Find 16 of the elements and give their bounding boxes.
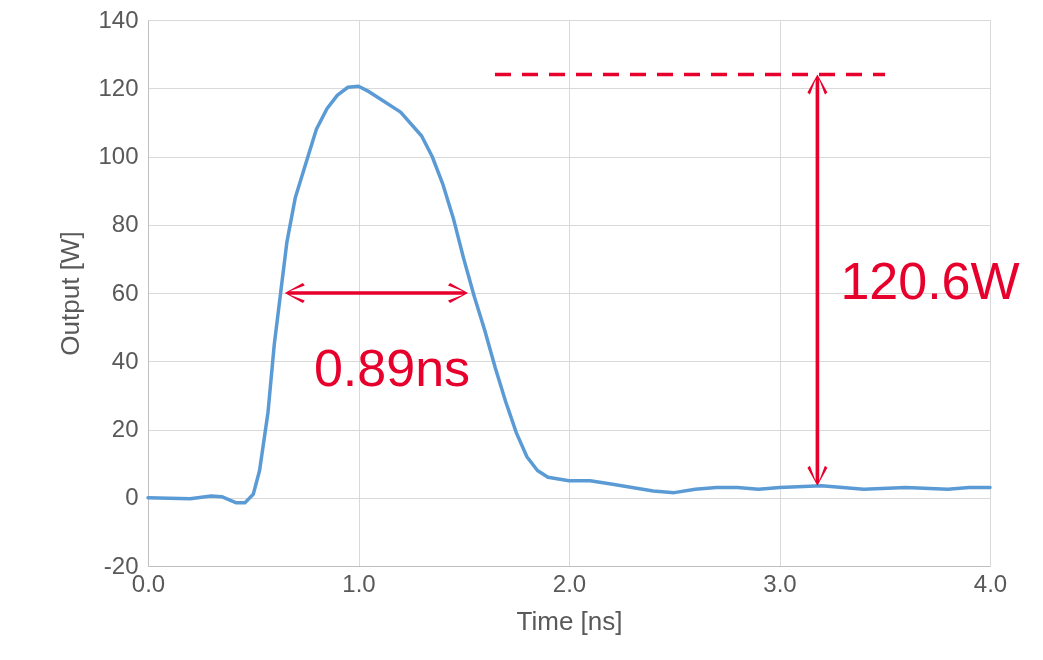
x-tick-label: 3.0 [763, 569, 797, 597]
y-tick-label: 20 [111, 415, 139, 442]
y-tick-label: 40 [111, 346, 139, 374]
y-tick-label: 60 [111, 278, 139, 306]
annotation: 120.6W [840, 252, 1020, 310]
y-axis-title: Output [W] [55, 231, 86, 356]
x-tick-label: 2.0 [552, 569, 587, 597]
y-tick-label: 120 [98, 73, 139, 101]
annotation: 0.89ns [313, 339, 471, 397]
x-tick-label: 4.0 [973, 569, 1008, 597]
x-tick-label: 1.0 [342, 569, 376, 597]
x-axis-title: Time [ns] [516, 605, 623, 636]
y-tick-label: 80 [111, 210, 139, 238]
y-tick-label: 100 [98, 142, 139, 169]
y-tick-label: 140 [98, 5, 139, 33]
y-tick-label: 0 [125, 483, 139, 511]
